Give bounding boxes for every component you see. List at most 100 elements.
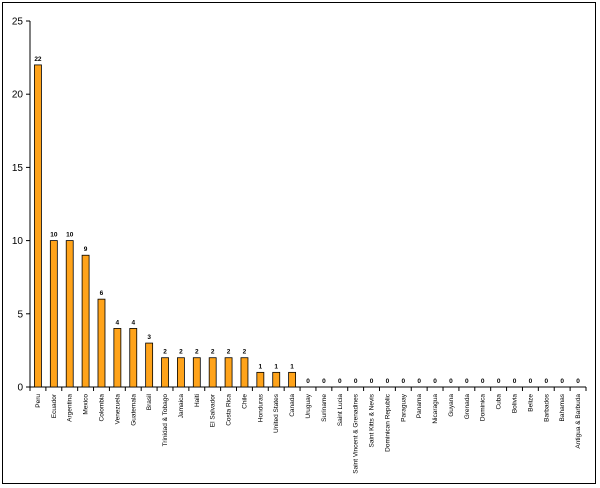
- data-label: 10: [66, 232, 74, 239]
- y-axis: 0 5 10 15 20 25: [12, 17, 31, 394]
- data-label: 0: [560, 378, 564, 385]
- bar-trinidad-tobago: [161, 357, 169, 388]
- category-label: Guyana: [448, 394, 455, 417]
- data-label: 0: [449, 378, 453, 385]
- data-label: 9: [84, 246, 88, 253]
- chart-frame: [2, 2, 596, 484]
- category-label: Brasil: [146, 393, 153, 410]
- category-label: Honduras: [257, 393, 264, 422]
- category-label: Guatemala: [130, 394, 137, 426]
- category-labels: Peru Ecuador Argentina Mexico Colombia Venezu…: [35, 393, 582, 474]
- y-tick-label: 15: [12, 163, 24, 174]
- data-label: 10: [50, 232, 58, 239]
- data-label: 0: [544, 378, 548, 385]
- bar-canada: [288, 371, 297, 388]
- category-label: Dominican Republic: [384, 393, 391, 452]
- category-label: Paraguay: [400, 393, 407, 422]
- bar-ecuador: [49, 240, 58, 388]
- data-label: 0: [481, 378, 485, 385]
- y-tick-label: 0: [17, 383, 23, 394]
- data-label: 0: [386, 378, 390, 385]
- category-label: Barbados: [543, 393, 550, 422]
- category-label: Ecuador: [51, 393, 58, 418]
- category-label: Mexico: [83, 394, 90, 415]
- category-label: Grenada: [464, 394, 471, 420]
- bar-peru: [34, 64, 42, 388]
- bar-jamaica: [177, 357, 185, 388]
- category-label: Chile: [241, 394, 248, 409]
- category-label: Jamaica: [178, 394, 185, 419]
- category-label: Panama: [416, 394, 423, 419]
- category-label: Uruguay: [305, 393, 312, 418]
- data-label: 2: [243, 349, 247, 356]
- category-label: Canada: [289, 394, 296, 417]
- y-tick-label: 5: [17, 309, 23, 320]
- data-label: 2: [227, 349, 231, 356]
- category-label: Colombia: [98, 394, 105, 422]
- category-label: Trinidad & Tobago: [162, 394, 169, 447]
- bar-colombia: [97, 298, 106, 388]
- data-label: 0: [433, 378, 437, 385]
- data-label: 2: [163, 349, 167, 356]
- x-axis: [29, 386, 587, 391]
- data-label: 4: [131, 319, 135, 326]
- data-label: 0: [497, 378, 501, 385]
- data-label: 0: [513, 378, 517, 385]
- bar-mexico: [81, 254, 90, 388]
- bar-honduras: [256, 371, 265, 388]
- data-label: 0: [576, 378, 580, 385]
- category-label: Saint Vincent & Grenadines: [353, 393, 360, 473]
- data-label: 1: [290, 363, 294, 370]
- category-label: United States: [273, 393, 280, 433]
- y-tick-label: 10: [12, 236, 24, 247]
- bar-united-states: [272, 371, 281, 388]
- bars: [34, 64, 297, 388]
- category-label: Argentina: [67, 394, 74, 422]
- data-label: 2: [195, 349, 199, 356]
- category-label: Bolivia: [512, 394, 519, 414]
- y-tick-label: 20: [12, 90, 24, 101]
- category-label: Saint Lucia: [337, 394, 344, 427]
- data-label: 4: [116, 319, 120, 326]
- category-label: Peru: [35, 394, 42, 408]
- bar-brasil: [145, 342, 154, 388]
- category-label: Dominica: [480, 394, 487, 421]
- data-label: 2: [179, 349, 183, 356]
- data-label: 0: [338, 378, 342, 385]
- y-tick-label: 25: [12, 17, 24, 28]
- category-label: Costa Rica: [226, 394, 233, 426]
- data-label: 0: [417, 378, 421, 385]
- data-label: 2: [211, 349, 215, 356]
- bar-el-salvador: [208, 357, 217, 388]
- category-label: Haiti: [194, 394, 201, 407]
- bar-chile: [240, 357, 249, 388]
- category-label: El Salvador: [210, 393, 217, 427]
- category-label: Antigua & Barbuda: [575, 394, 582, 449]
- bar-argentina: [65, 240, 74, 388]
- data-label: 0: [370, 378, 374, 385]
- category-label: Suriname: [321, 394, 328, 422]
- data-label: 6: [100, 290, 104, 297]
- data-label: 0: [465, 378, 469, 385]
- bar-guatemala: [129, 328, 138, 388]
- data-label: 0: [322, 378, 326, 385]
- data-label: 0: [354, 378, 358, 385]
- category-label: Venezuela: [114, 394, 121, 425]
- data-label: 22: [34, 56, 42, 63]
- bar-venezuela: [113, 328, 122, 388]
- data-label: 0: [306, 378, 310, 385]
- data-label: 1: [274, 363, 278, 370]
- category-label: Belize: [527, 394, 534, 412]
- category-label: Cuba: [496, 394, 503, 410]
- data-label: 3: [147, 334, 151, 341]
- bar-costa-rica: [224, 357, 233, 388]
- category-label: Bahamas: [559, 393, 566, 421]
- data-label: 0: [529, 378, 533, 385]
- data-label: 1: [259, 363, 263, 370]
- category-label: Nicaragua: [432, 394, 439, 424]
- category-label: Saint Kitts & Nevis: [369, 393, 376, 447]
- data-label: 0: [402, 378, 406, 385]
- bar-haiti: [192, 357, 201, 388]
